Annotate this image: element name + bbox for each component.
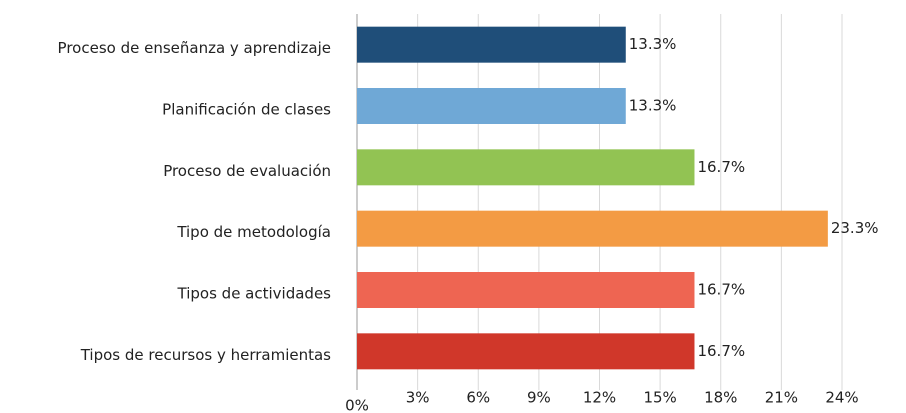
data-label: 16.7% [697,158,745,176]
bar [357,26,626,63]
x-tick-label: 12% [583,389,616,407]
x-tick-label: 15% [643,389,676,407]
x-tick-label: 18% [704,389,737,407]
data-label: 16.7% [697,342,745,360]
x-tick-label: 24% [825,389,858,407]
bar [357,149,695,186]
bar [357,333,695,370]
bar [357,88,626,124]
y-tick-label: Tipos de actividades [177,285,332,303]
data-label: 16.7% [697,281,745,299]
y-tick-label: Proceso de evaluación [163,162,331,180]
bar [357,272,695,308]
x-tick-label: 3% [406,389,430,407]
y-tick-label: Tipo de metodología [176,223,331,241]
bar [357,210,828,247]
y-tick-label: Tipos de recursos y herramientas [80,346,331,364]
x-tick-label: 9% [527,389,551,407]
data-label: 13.3% [629,35,677,53]
y-tick-label: Proceso de enseñanza y aprendizaje [58,39,331,57]
data-label: 13.3% [629,97,677,115]
x-tick-label: 0% [345,397,369,413]
y-tick-label: Planificación de clases [162,101,331,119]
x-tick-label: 6% [466,389,490,407]
data-label: 23.3% [831,219,879,237]
x-tick-label: 21% [765,389,798,407]
